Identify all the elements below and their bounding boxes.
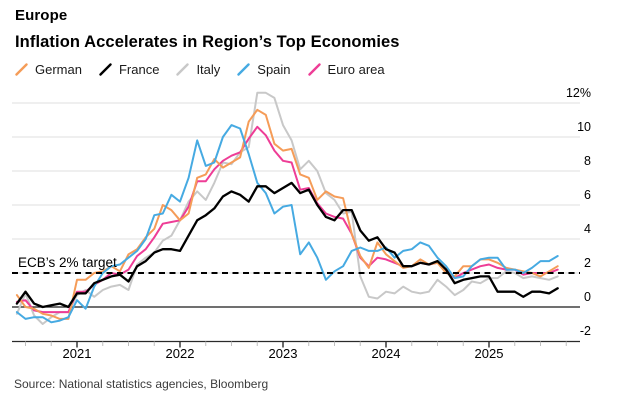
chart-kicker: Europe — [15, 7, 68, 24]
legend-slash-icon-spain — [237, 63, 250, 76]
legend-label-italy: Italy — [196, 62, 221, 77]
legend-slash-icon-france — [99, 63, 112, 76]
y-axis-label-12%: 12% — [566, 86, 591, 100]
legend-label-france: France — [118, 62, 160, 77]
chart-legend: German France Italy Spain Euro area — [15, 62, 385, 77]
series-line-euro-area — [15, 125, 559, 314]
y-axis-label-10: 10 — [577, 120, 591, 134]
y-axis-label--2: -2 — [580, 324, 591, 338]
y-axis-label-8: 8 — [584, 154, 591, 168]
y-axis-label-2: 2 — [584, 256, 591, 270]
chart-title: Inflation Accelerates in Region’s Top Ec… — [15, 33, 400, 51]
y-axis-label-6: 6 — [584, 188, 591, 202]
x-axis-label-2022: 2022 — [166, 346, 195, 361]
legend-item-euro-area: Euro area — [307, 62, 385, 77]
series-line-italy — [15, 91, 559, 325]
series-line-german — [15, 108, 559, 320]
legend-label-euro-area: Euro area — [327, 62, 385, 77]
legend-item-france: France — [99, 62, 159, 77]
legend-item-german: German — [15, 62, 82, 77]
legend-item-italy: Italy — [176, 62, 220, 77]
legend-label-spain: Spain — [257, 62, 291, 77]
x-axis-label-2021: 2021 — [63, 346, 92, 361]
ecb-target-annotation: ECB’s 2% target — [18, 255, 117, 270]
x-axis-label-2024: 2024 — [372, 346, 401, 361]
legend-item-spain: Spain — [237, 62, 291, 77]
legend-slash-icon-german — [15, 63, 28, 76]
legend-slash-icon-italy — [176, 63, 190, 76]
legend-label-german: German — [35, 62, 82, 77]
x-axis-label-2023: 2023 — [269, 346, 298, 361]
y-axis-label-0: 0 — [584, 290, 591, 304]
x-axis-label-2025: 2025 — [475, 346, 504, 361]
source-note: Source: National statistics agencies, Bl… — [14, 377, 269, 391]
legend-slash-icon-euro-area — [307, 63, 321, 76]
series-line-france — [15, 181, 559, 309]
series-line-spain — [15, 124, 559, 324]
y-axis-label-4: 4 — [584, 222, 591, 236]
